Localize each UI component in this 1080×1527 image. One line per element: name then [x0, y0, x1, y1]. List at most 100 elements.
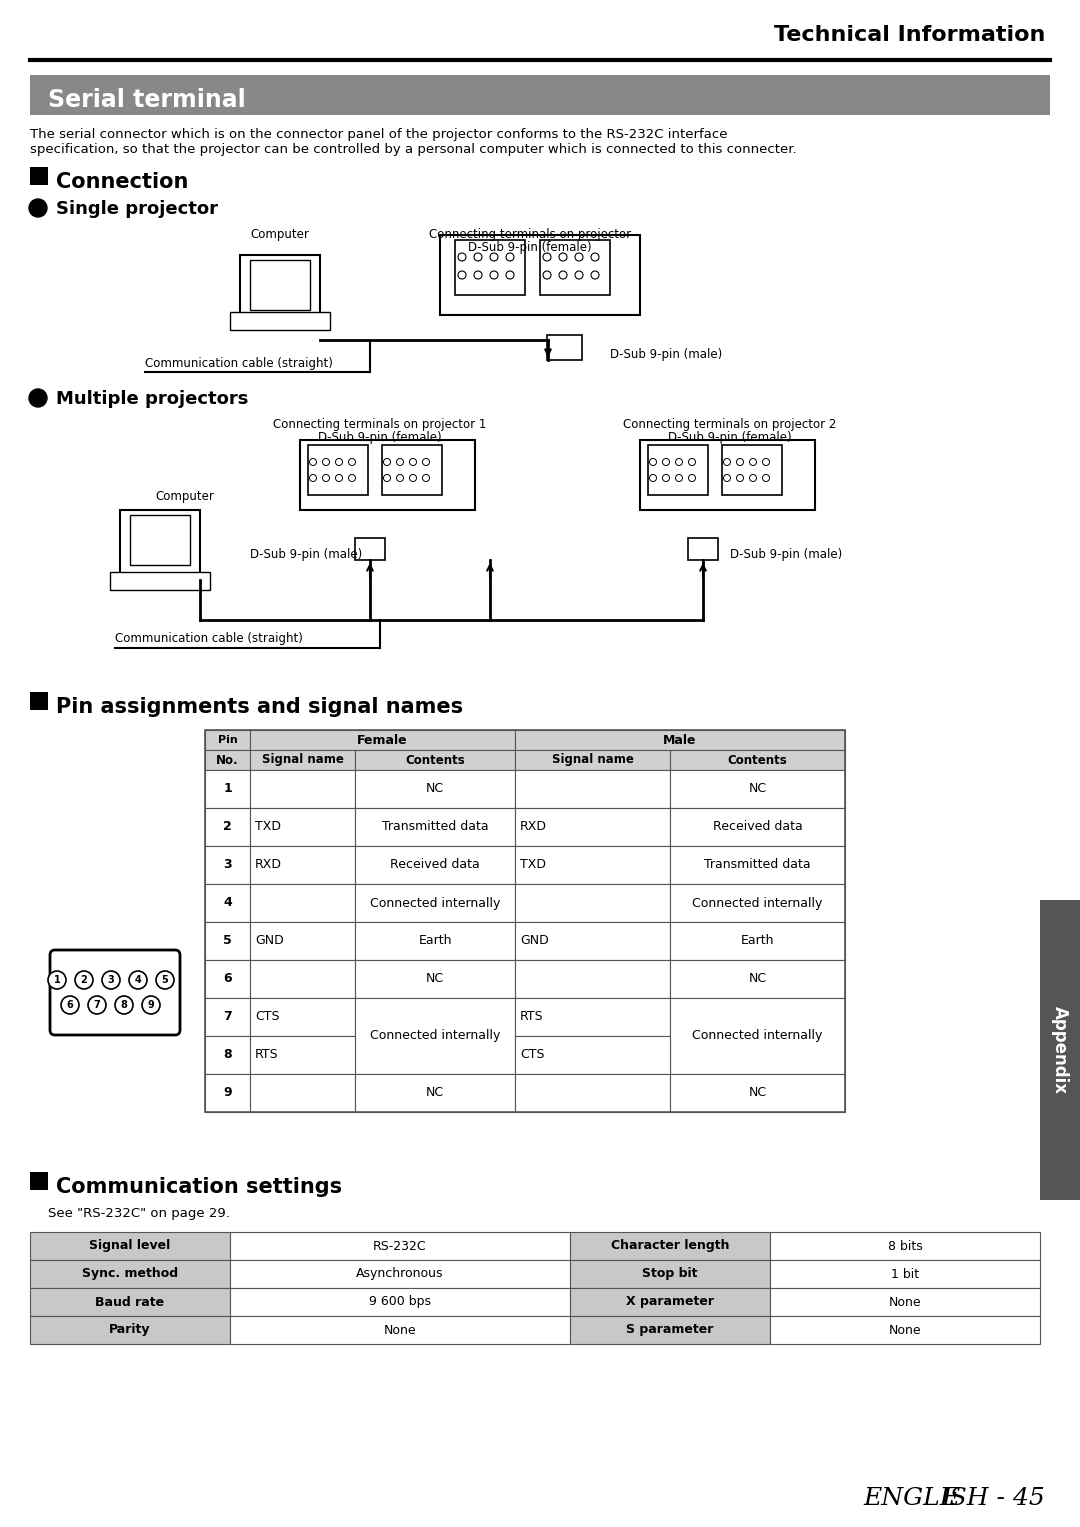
Bar [205, 730, 249, 750]
Text: Earth: Earth [741, 935, 774, 947]
Bar [30, 1287, 230, 1316]
Bar [670, 808, 845, 846]
Text: Asynchronous: Asynchronous [356, 1267, 444, 1281]
Bar [249, 884, 355, 922]
Text: S parameter: S parameter [626, 1324, 714, 1336]
Circle shape [575, 253, 583, 261]
Circle shape [310, 475, 316, 481]
Bar [670, 999, 845, 1073]
Bar [540, 240, 610, 295]
Bar [570, 1316, 770, 1344]
Circle shape [689, 458, 696, 466]
Bar [249, 808, 355, 846]
Bar [640, 440, 815, 510]
Bar [230, 1316, 570, 1344]
Text: ENGLISH - 45: ENGLISH - 45 [863, 1487, 1045, 1510]
Circle shape [543, 270, 551, 279]
Text: RS-232C: RS-232C [374, 1240, 427, 1252]
Circle shape [29, 199, 48, 217]
Bar [570, 1232, 770, 1260]
Text: Parity: Parity [109, 1324, 151, 1336]
Text: 3: 3 [108, 976, 114, 985]
Text: Single projector: Single projector [56, 200, 218, 218]
Text: Contents: Contents [405, 753, 464, 767]
Text: None: None [889, 1295, 921, 1309]
Text: Connecting terminals on projector 2: Connecting terminals on projector 2 [623, 418, 837, 431]
Text: D-Sub 9-pin (male): D-Sub 9-pin (male) [730, 548, 842, 560]
Bar [770, 1260, 1040, 1287]
Bar [515, 1035, 670, 1073]
Text: CTS: CTS [519, 1049, 544, 1061]
Bar [515, 750, 670, 770]
Text: GND: GND [255, 935, 284, 947]
Bar [55, 954, 175, 1031]
Text: Computer: Computer [156, 490, 214, 502]
Bar [670, 770, 845, 808]
Circle shape [75, 971, 93, 989]
Text: 1 bit: 1 bit [891, 1267, 919, 1281]
Bar [120, 510, 200, 576]
Bar [30, 166, 48, 185]
Bar [205, 1073, 249, 1112]
Text: Computer: Computer [251, 228, 310, 241]
Bar [205, 960, 249, 999]
Bar [205, 999, 249, 1035]
Text: Connected internally: Connected internally [369, 1029, 500, 1043]
Text: D-Sub 9-pin (female): D-Sub 9-pin (female) [319, 431, 442, 444]
Text: Female: Female [357, 733, 408, 747]
Text: Received data: Received data [390, 858, 480, 872]
Bar [249, 1073, 355, 1112]
Bar [30, 75, 1050, 115]
Circle shape [507, 253, 514, 261]
Bar [515, 960, 670, 999]
Text: Pin: Pin [218, 734, 238, 745]
Bar [249, 260, 310, 310]
Circle shape [310, 458, 316, 466]
Circle shape [474, 253, 482, 261]
Circle shape [490, 270, 498, 279]
Bar [130, 515, 190, 565]
Circle shape [349, 458, 355, 466]
Bar [515, 1073, 670, 1112]
Circle shape [649, 458, 657, 466]
Circle shape [543, 253, 551, 261]
Text: RXD: RXD [255, 858, 282, 872]
Text: NC: NC [748, 973, 767, 985]
Circle shape [662, 458, 670, 466]
Bar [205, 730, 845, 1112]
Bar [670, 884, 845, 922]
Bar [648, 444, 708, 495]
Bar [355, 1073, 515, 1112]
Bar [670, 960, 845, 999]
Bar [205, 808, 249, 846]
Text: GND: GND [519, 935, 549, 947]
Text: Communication settings: Communication settings [56, 1177, 342, 1197]
Bar [440, 235, 640, 315]
Bar [249, 960, 355, 999]
Circle shape [336, 458, 342, 466]
Circle shape [409, 458, 417, 466]
Circle shape [422, 475, 430, 481]
Circle shape [762, 475, 769, 481]
Text: Transmitted data: Transmitted data [704, 858, 811, 872]
Bar [230, 1287, 570, 1316]
Circle shape [129, 971, 147, 989]
Text: 9: 9 [148, 1000, 154, 1009]
Circle shape [141, 996, 160, 1014]
Bar [205, 770, 249, 808]
Text: 9: 9 [224, 1087, 232, 1099]
Text: 8: 8 [121, 1000, 127, 1009]
Text: 5: 5 [162, 976, 168, 985]
Text: RXD: RXD [519, 820, 546, 834]
Bar [355, 884, 515, 922]
Bar [110, 573, 210, 589]
Text: 2: 2 [81, 976, 87, 985]
Text: Technical Information: Technical Information [773, 24, 1045, 44]
Bar [249, 999, 355, 1035]
Bar [355, 846, 515, 884]
Text: The serial connector which is on the connector panel of the projector conforms t: The serial connector which is on the con… [30, 128, 797, 156]
Text: TXD: TXD [519, 858, 546, 872]
Bar [355, 770, 515, 808]
Circle shape [724, 475, 730, 481]
Text: TXD: TXD [255, 820, 281, 834]
